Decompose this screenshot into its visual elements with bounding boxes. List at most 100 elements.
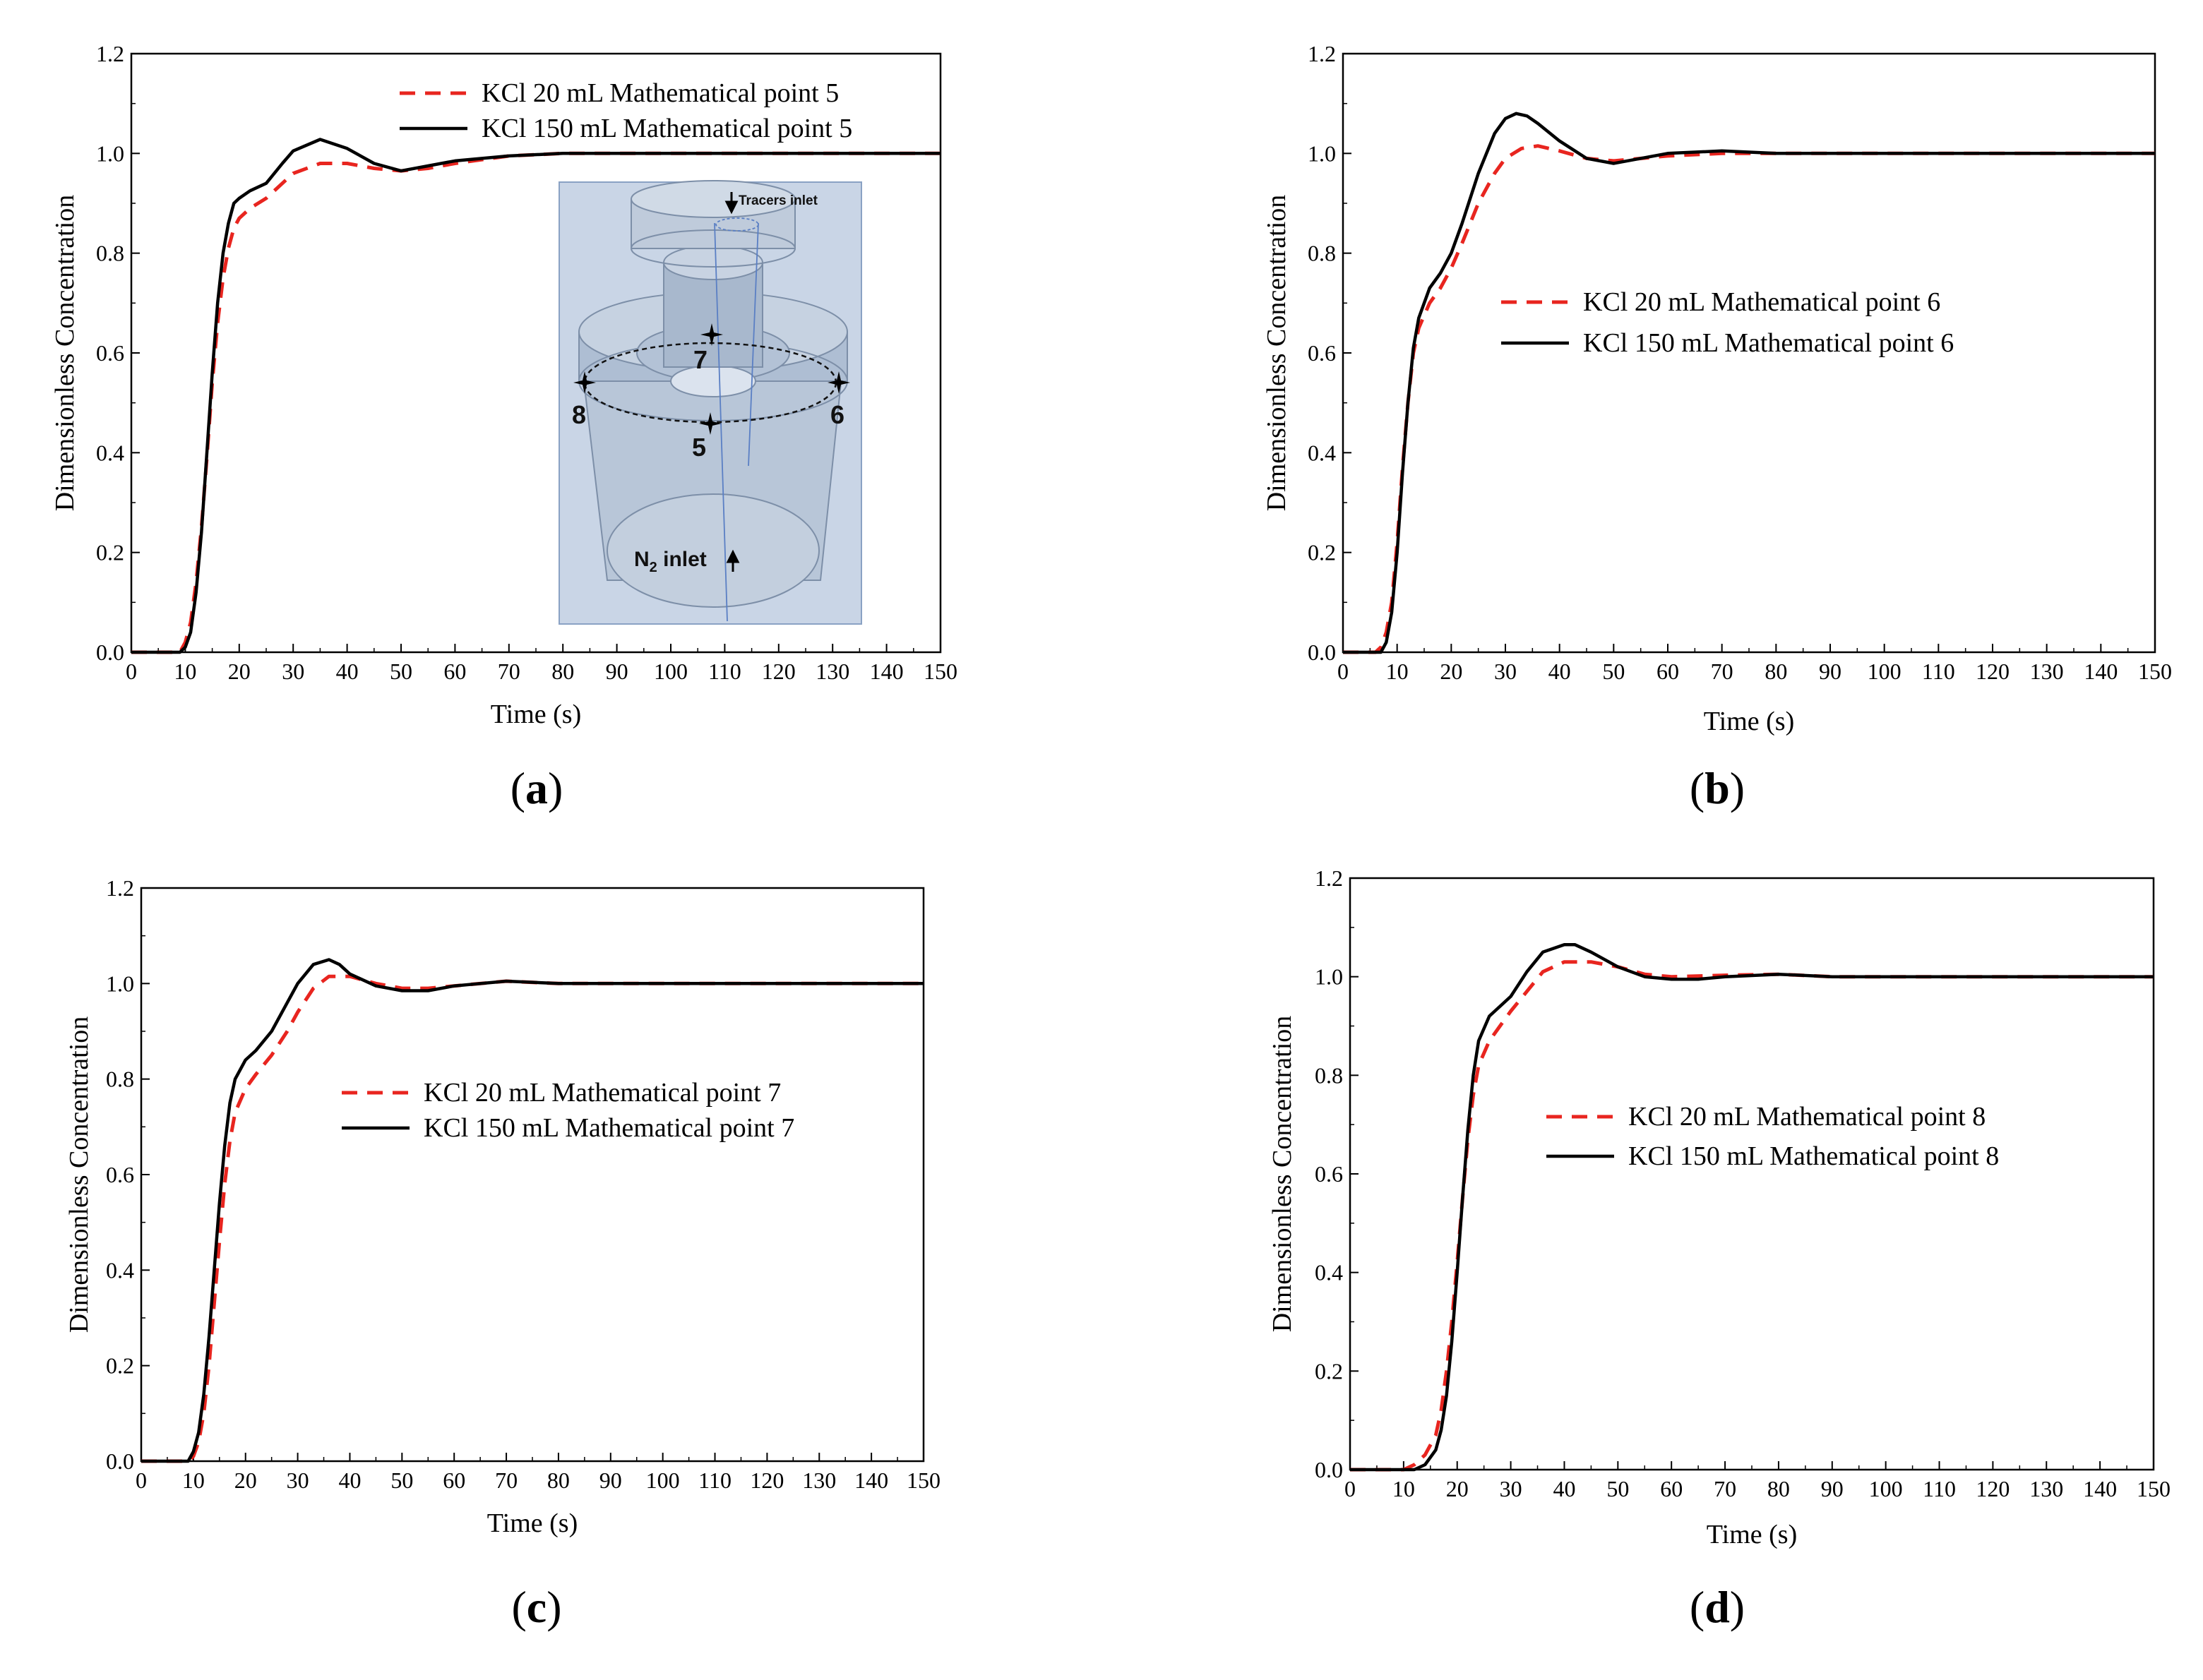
y-tick-label: 1.0 (1315, 964, 1343, 990)
legend-entry: KCl 20 mL Mathematical point 8 (1628, 1102, 1986, 1132)
x-tick-label: 100 (654, 659, 688, 684)
x-tick-label: 20 (228, 659, 251, 684)
n2-inlet-label: N2 inlet (634, 548, 707, 575)
x-tick-label: 50 (1602, 659, 1625, 684)
legend-entry: KCl 150 mL Mathematical point 5 (482, 114, 852, 143)
y-tick-label: 0.0 (1308, 640, 1336, 665)
x-tick-label: 10 (182, 1468, 205, 1493)
y-tick-label: 1.0 (96, 140, 124, 166)
series-line-150ml (1343, 112, 2155, 654)
y-tick-label: 0.8 (96, 241, 124, 266)
point-marker (573, 371, 596, 394)
x-axis-label: Time (s) (1707, 1520, 1797, 1549)
x-tick-label: 0 (1337, 659, 1349, 684)
panel-label: (a) (511, 763, 563, 813)
x-tick-label: 20 (234, 1468, 257, 1493)
y-tick-label: 0.0 (1315, 1457, 1343, 1482)
down-arrow-icon (724, 192, 739, 215)
x-tick-label: 90 (1821, 1476, 1844, 1501)
x-tick-label: 40 (338, 1468, 361, 1493)
x-tick-label: 50 (390, 659, 412, 684)
series-line-20ml (1343, 144, 2155, 654)
x-tick-label: 150 (924, 659, 957, 684)
lower-vessel-bottom (607, 493, 820, 608)
x-tick-label: 140 (870, 659, 904, 684)
x-tick-label: 70 (495, 1468, 518, 1493)
tracers-inlet-label: Tracers inlet (739, 193, 818, 208)
x-tick-label: 40 (336, 659, 359, 684)
y-tick-label: 1.0 (1308, 140, 1336, 166)
chart-panel-4: 0 10 20 30 40 50 60 70 80 90 100 110 120 130 140 150 0.0… (1267, 865, 2171, 1632)
chart-panel-1: 0 10 20 30 40 50 60 70 80 90 100 110 120 130 140 150 0.0… (50, 41, 957, 813)
x-tick-label: 80 (551, 659, 574, 684)
x-tick-label: 40 (1548, 659, 1571, 684)
top-cylinder-top (631, 180, 796, 218)
x-tick-label: 30 (1494, 659, 1517, 684)
x-tick-label: 100 (1868, 659, 1901, 684)
legend-entry: KCl 150 mL Mathematical point 8 (1628, 1141, 1999, 1171)
x-tick-label: 30 (1500, 1476, 1522, 1501)
x-tick-label: 140 (2084, 659, 2118, 684)
legend: KCl 20 mL Mathematical point 5 KCl 150 mL… (400, 78, 852, 143)
x-tick-label: 150 (2138, 659, 2172, 684)
y-tick-label: 0.8 (1315, 1062, 1343, 1088)
plot-frame (140, 887, 925, 1463)
x-tick-label: 60 (1660, 1476, 1683, 1501)
y-tick-label: 0.8 (106, 1067, 134, 1092)
legend: KCl 20 mL Mathematical point 8 KCl 150 mL… (1546, 1102, 1999, 1171)
x-tick-label: 110 (698, 1468, 732, 1493)
x-tick-label: 140 (2083, 1476, 2117, 1501)
x-tick-label: 20 (1440, 659, 1462, 684)
y-tick-label: 1.2 (96, 41, 124, 66)
point-marker (700, 323, 723, 346)
x-tick-label: 110 (708, 659, 741, 684)
x-tick-label: 30 (282, 659, 304, 684)
point-label: 5 (692, 433, 706, 462)
series-line-150ml (141, 958, 924, 1463)
x-tick-label: 80 (547, 1468, 570, 1493)
panel-label: (d) (1690, 1582, 1745, 1632)
legend-entry: KCl 150 mL Mathematical point 7 (424, 1113, 794, 1143)
x-tick-label: 70 (1711, 659, 1733, 684)
series-line-150ml (1350, 943, 2154, 1472)
y-tick-label: 0.8 (1308, 241, 1336, 266)
reactor-inset: 7 8 5 6 Tracers inlet N2 inlet (559, 180, 862, 625)
legend: KCl 20 mL Mathematical point 7 KCl 150 mL… (342, 1078, 794, 1143)
y-tick-label: 1.0 (106, 971, 134, 996)
x-tick-label: 90 (606, 659, 628, 684)
y-tick-label: 0.0 (96, 640, 124, 665)
y-tick-label: 1.2 (1308, 41, 1336, 66)
x-tick-label: 40 (1553, 1476, 1575, 1501)
x-tick-label: 80 (1765, 659, 1787, 684)
x-tick-label: 130 (2029, 1476, 2063, 1501)
point-marker (828, 371, 850, 394)
x-tick-label: 150 (2137, 1476, 2171, 1501)
y-tick-label: 0.4 (106, 1257, 134, 1283)
y-axis-label: Dimensionless Concentration (1267, 1016, 1297, 1333)
panel-label: (c) (511, 1582, 561, 1632)
y-tick-label: 1.2 (1315, 865, 1343, 891)
x-axis-label: Time (s) (1704, 707, 1794, 736)
x-tick-label: 0 (1344, 1476, 1356, 1501)
inner-column-top (663, 245, 763, 280)
x-tick-label: 10 (1386, 659, 1409, 684)
x-tick-label: 110 (1923, 1476, 1956, 1501)
x-axis-label: Time (s) (487, 1508, 578, 1538)
x-tick-label: 20 (1446, 1476, 1469, 1501)
legend-entry: KCl 20 mL Mathematical point 5 (482, 78, 839, 108)
top-cylinder-rim (631, 229, 796, 268)
x-tick-label: 90 (1819, 659, 1841, 684)
y-tick-label: 0.2 (1315, 1358, 1343, 1384)
x-tick-label: 60 (1656, 659, 1679, 684)
x-tick-label: 0 (136, 1468, 147, 1493)
x-tick-label: 80 (1767, 1476, 1790, 1501)
x-tick-label: 120 (1976, 1476, 2010, 1501)
x-tick-label: 120 (1976, 659, 2010, 684)
x-tick-label: 110 (1922, 659, 1955, 684)
point-label: 8 (572, 400, 586, 429)
y-axis-label: Dimensionless Concentration (64, 1016, 94, 1333)
y-tick-label: 0.2 (1308, 540, 1336, 565)
y-tick-label: 0.6 (96, 340, 124, 366)
x-tick-label: 60 (443, 659, 466, 684)
